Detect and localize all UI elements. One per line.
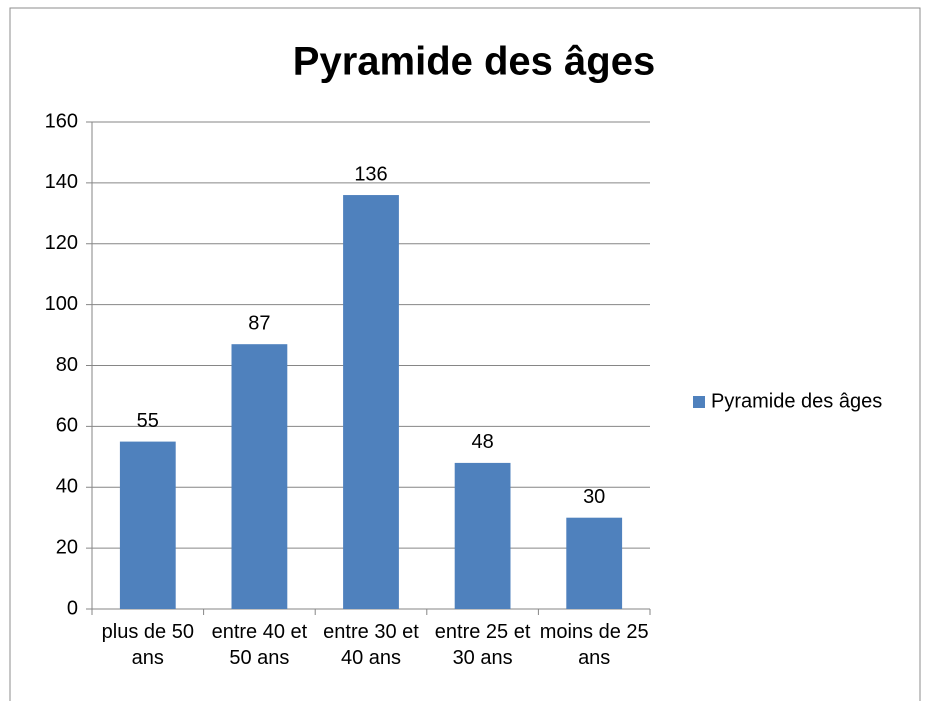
y-tick-label: 100 — [45, 293, 78, 315]
x-tick-label-box: entre 40 et 50 ans — [211, 621, 308, 669]
chart-border — [9, 7, 921, 701]
x-tick-label: entre 40 et 50 ans — [211, 621, 308, 669]
x-tick-label: entre 30 et 40 ans — [323, 621, 419, 669]
bar — [119, 441, 176, 609]
legend-swatch — [693, 396, 705, 408]
chart-title: Pyramide des âges — [293, 40, 655, 84]
data-label: 87 — [248, 312, 270, 334]
y-tick-label: 0 — [67, 597, 78, 619]
y-tick-label: 40 — [56, 476, 78, 498]
data-label: 55 — [137, 410, 159, 432]
x-tick-label-box: entre 25 et 30 ans — [434, 621, 531, 669]
data-label: 136 — [354, 163, 387, 185]
x-tick-label-box: plus de 50 ans — [101, 621, 194, 669]
bar — [231, 344, 288, 609]
bar — [454, 462, 511, 609]
y-tick-label: 80 — [56, 354, 78, 376]
legend-label: Pyramide des âges — [711, 390, 882, 412]
y-tick-label: 160 — [45, 110, 78, 132]
y-tick-label: 140 — [45, 171, 78, 193]
x-tick-label: entre 25 et 30 ans — [434, 621, 531, 669]
bar — [343, 195, 399, 610]
x-tick-label: plus de 50 ans — [101, 621, 194, 669]
y-tick-label: 20 — [56, 536, 78, 558]
y-tick-label: 120 — [45, 232, 78, 254]
bar — [566, 517, 623, 609]
x-tick-label: moins de 25 ans — [539, 621, 649, 669]
data-label: 48 — [471, 431, 493, 453]
y-tick-label: 60 — [56, 415, 78, 437]
data-label: 30 — [583, 486, 605, 508]
x-tick-label-box: entre 30 et 40 ans — [323, 621, 419, 669]
x-tick-label-box: moins de 25 ans — [539, 621, 649, 669]
